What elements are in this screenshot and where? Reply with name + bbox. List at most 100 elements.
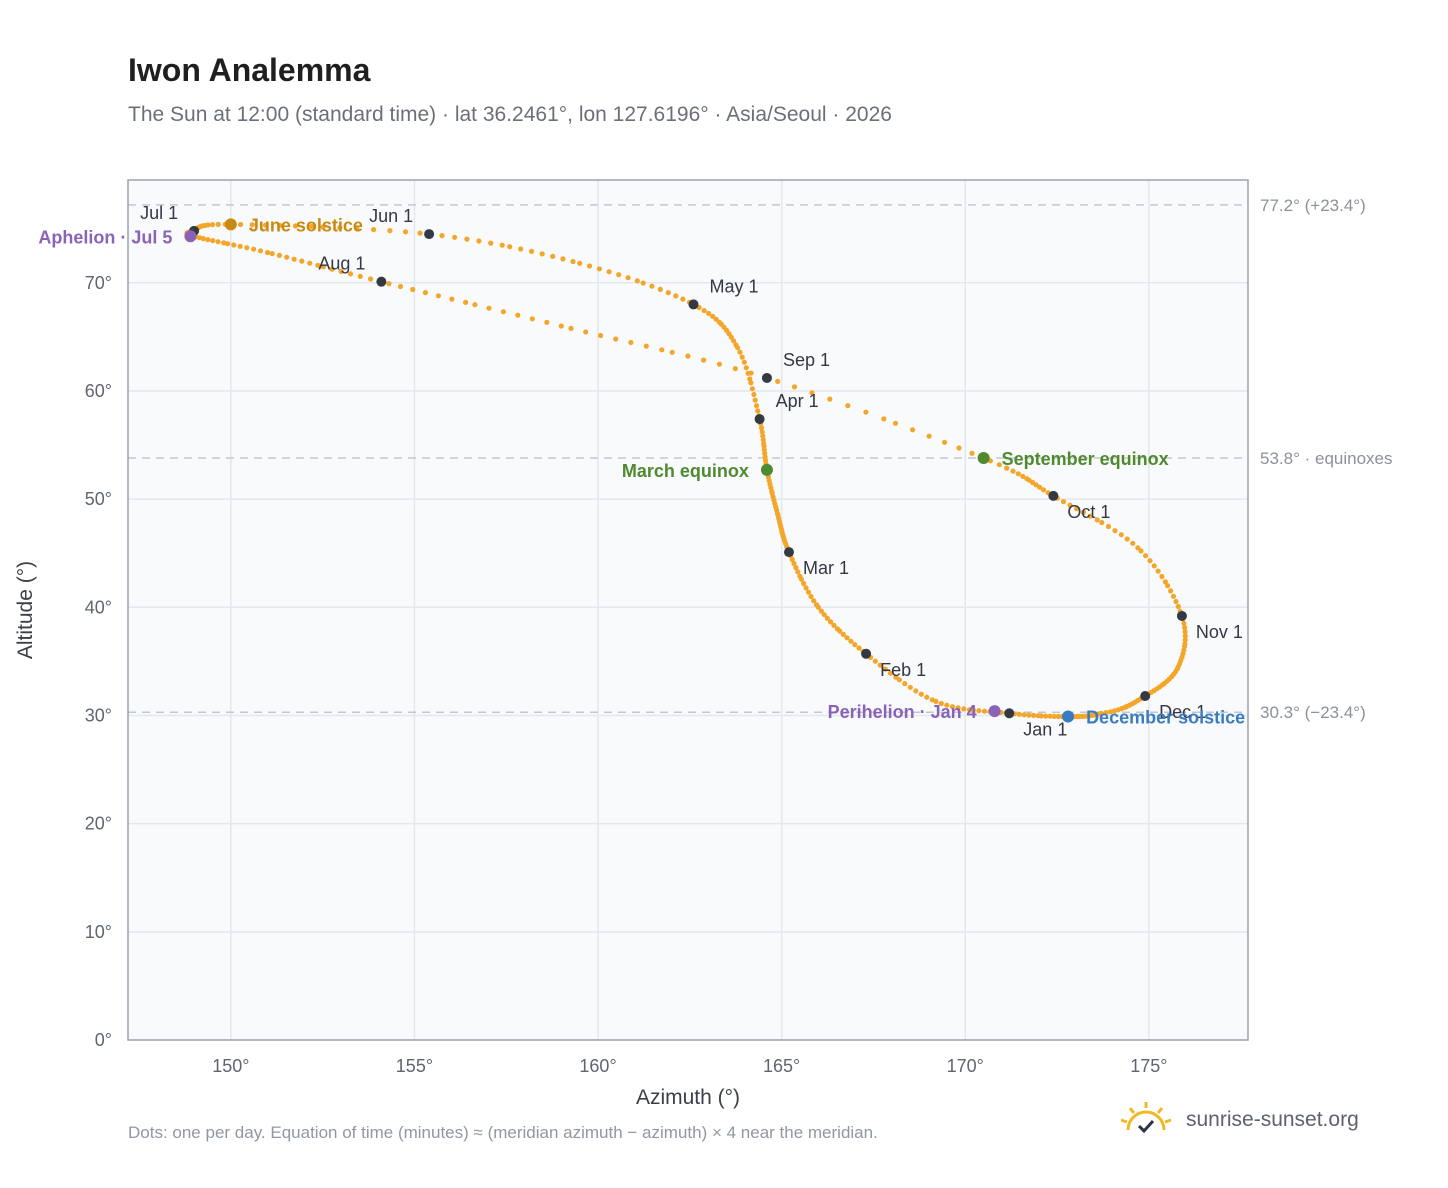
daily-sun-dot [831,622,837,628]
daily-sun-dot [1112,528,1118,534]
axis-ticks: 150° 155° 160° 165° 170° 175° 0° 10° 20° 30° 40° 50… [85,273,1168,1076]
daily-sun-dot [518,246,524,252]
daily-sun-dot [926,433,932,439]
daily-sun-dot [1135,545,1141,551]
daily-sun-dot [1004,465,1010,471]
x-tick-label: 155° [396,1056,433,1076]
daily-sun-dot [634,278,640,284]
x-tick-label: 165° [763,1056,800,1076]
daily-sun-dot [1182,629,1188,635]
month-marker-dot [376,276,387,287]
event-marker-label: December solstice [1086,708,1245,728]
footnote: Dots: one per day. Equation of time (min… [128,1123,878,1142]
daily-sun-dot [659,347,665,353]
month-marker-dot [754,414,765,425]
daily-sun-dot [748,380,754,386]
daily-sun-dot [640,280,646,286]
daily-sun-dot [307,260,313,266]
daily-sun-dot [834,626,841,632]
daily-sun-dot [486,305,492,311]
daily-sun-dot [793,565,799,571]
daily-sun-dot [976,708,982,714]
daily-sun-dot [938,700,944,707]
page-subtitle: The Sun at 12:00 (standard time) · lat 3… [128,103,892,126]
daily-sun-dot [1055,713,1061,720]
daily-sun-dot [737,349,743,355]
daily-sun-dot [558,323,564,329]
daily-sun-dot [1074,506,1080,512]
month-marker-dot [688,299,699,310]
daily-sun-dot [1175,603,1181,610]
y-tick-label: 30° [85,705,112,725]
daily-sun-dot [1103,710,1109,716]
daily-sun-dot [844,635,850,641]
daily-sun-dot [1010,468,1016,474]
daily-sun-dot [606,269,612,275]
daily-sun-dot [747,376,753,382]
month-marker-dot [1140,691,1151,701]
daily-sun-dot [840,631,846,638]
daily-sun-dot [907,684,913,690]
daily-sun-dot [701,307,707,314]
month-marker-dot [1176,610,1187,621]
brand[interactable]: sunrise-sunset.org [1118,1100,1359,1139]
y-tick-label: 40° [85,597,112,617]
daily-sun-dot [550,253,556,259]
daily-sun-dot [863,409,869,415]
daily-sun-dot [1021,712,1027,718]
daily-sun-dot [337,225,343,231]
daily-sun-dot [435,293,441,299]
daily-sun-dot [568,325,574,331]
daily-sun-dot [231,242,237,248]
daily-sun-dot [587,263,593,269]
daily-sun-dot [981,708,988,714]
event-marker-label: Aphelion · Jul 5 [38,227,172,247]
month-marker-dot [783,547,794,558]
reference-label: 53.8° · equinoxes [1260,449,1393,468]
daily-sun-dot [949,704,956,710]
plot-frame [127,179,1249,1041]
daily-sun-dot [685,353,691,359]
daily-sun-dot [1099,519,1105,526]
daily-sun-dot [476,238,482,244]
y-axis-title: Altitude (°) [14,561,37,659]
daily-sun-dot [955,705,961,711]
daily-sun-dot [741,359,747,365]
month-marker-label: Nov 1 [1196,622,1243,642]
daily-sun-dot [320,224,326,230]
reference-label: 77.2° (+23.4°) [1260,196,1366,215]
month-marker-dot [761,372,772,383]
daily-sun-dot [813,602,820,608]
daily-sun-dot [872,658,878,664]
daily-sun-dot [753,403,760,409]
daily-sun-dot [966,707,973,713]
daily-sun-dot [680,296,686,302]
month-marker-label: Jul 1 [140,203,178,223]
daily-sun-dot [616,272,622,278]
daily-sun-dot [209,222,216,228]
month-marker-dot [861,648,872,659]
daily-sun-dot [824,615,831,621]
daily-sun-dot [956,445,962,451]
daily-sun-dot [877,662,883,668]
daily-sun-dot [570,258,576,265]
event-marker-dot [1062,710,1075,723]
daily-sun-dot [1080,509,1087,515]
daily-sun-dot [669,349,675,355]
daily-sun-dot [716,361,723,367]
daily-sun-dot [913,688,919,694]
daily-sun-dot [808,593,814,600]
daily-sun-dot [1067,502,1073,508]
month-marker-label: Jan 1 [1023,719,1067,739]
daily-sun-dot [805,589,812,595]
month-marker-label: Mar 1 [803,558,849,578]
month-marker-dot [1048,490,1059,501]
daily-sun-dot [739,354,745,360]
y-tick-label: 10° [85,922,112,942]
daily-sun-dot [463,299,469,305]
daily-sun-dot [1040,487,1047,493]
daily-sun-dot [251,246,257,252]
daily-sun-dot [1035,713,1041,719]
daily-sun-dot [205,237,211,243]
y-tick-label: 20° [85,814,112,834]
